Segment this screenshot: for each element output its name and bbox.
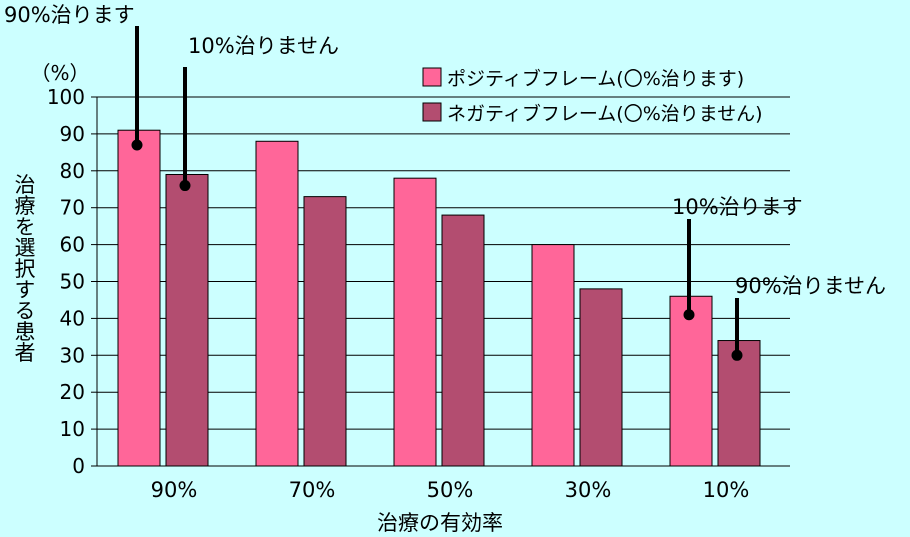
y-axis-label: 治療を選択する患者 <box>12 174 36 363</box>
bar-positive <box>531 244 575 467</box>
legend-swatch <box>422 67 442 87</box>
y-unit-label: （%） <box>30 61 89 85</box>
bar-negative <box>441 214 485 467</box>
annotation-dot <box>683 309 695 321</box>
y-tick-label: 50 <box>60 270 85 294</box>
bar-positive <box>393 177 437 467</box>
bar-positive <box>255 140 299 467</box>
x-axis-label: 治療の有効率 <box>377 511 503 535</box>
y-tick-label: 20 <box>60 380 85 404</box>
annotation-label: 10%治ります <box>672 195 803 219</box>
x-tick-label: 70% <box>289 478 336 502</box>
annotation-label: 90%治ります <box>4 3 135 27</box>
x-tick-label: 30% <box>565 478 612 502</box>
y-tick-label: 100 <box>47 85 85 109</box>
y-tick-label: 0 <box>72 454 85 478</box>
legend: ポジティブフレーム(〇%治ります) ネガティブフレーム(〇%治りません) <box>422 67 763 125</box>
bar-negative <box>165 173 209 467</box>
x-tick-label: 10% <box>703 478 750 502</box>
bar-positive <box>117 129 161 467</box>
y-tick-label: 10 <box>60 417 85 441</box>
y-tick-label: 90 <box>60 122 85 146</box>
annotations: 90%治ります 10%治りません 10%治ります 90%治りません <box>4 3 886 361</box>
y-tick-label: 80 <box>60 159 85 183</box>
annotation-label: 10%治りません <box>188 34 339 58</box>
annotation-dot <box>179 180 191 192</box>
y-tick-label: 30 <box>60 343 85 367</box>
legend-label: ポジティブフレーム(〇%治ります) <box>447 67 744 90</box>
legend-label: ネガティブフレーム(〇%治りません) <box>447 102 763 125</box>
y-tick-label: 70 <box>60 196 85 220</box>
y-tick-label: 60 <box>60 233 85 257</box>
axes <box>91 96 790 467</box>
tick-labels: 0 10 20 30 40 50 60 70 80 90 100 90% 70% 50% 30% 10% <box>47 85 750 502</box>
bar-negative <box>579 288 623 467</box>
bar-positive <box>669 295 713 467</box>
y-tick-label: 40 <box>60 306 85 330</box>
bar-negative <box>303 196 347 467</box>
legend-swatch <box>422 102 442 122</box>
annotation-label: 90%治りません <box>735 274 886 298</box>
annotation-dot <box>731 349 743 361</box>
bars <box>117 129 761 467</box>
x-tick-label: 90% <box>151 478 198 502</box>
x-tick-label: 50% <box>427 478 474 502</box>
annotation-dot <box>131 139 143 151</box>
